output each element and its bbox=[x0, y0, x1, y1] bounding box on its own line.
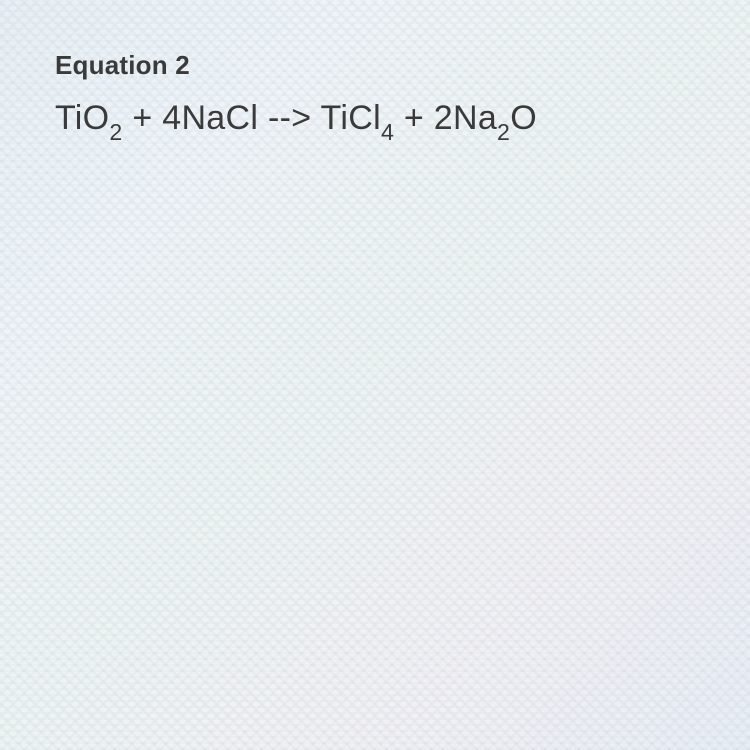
reaction-arrow: --> bbox=[268, 99, 311, 137]
element-symbol: O bbox=[510, 99, 537, 137]
element-symbol: Na bbox=[453, 99, 497, 137]
element-symbol: O bbox=[83, 99, 110, 137]
subscript: 2 bbox=[497, 119, 510, 145]
subscript: 4 bbox=[381, 119, 394, 145]
coefficient: 4 bbox=[162, 99, 181, 137]
element-symbol: Na bbox=[181, 99, 225, 137]
element-symbol: Cl bbox=[348, 99, 381, 137]
plus-operator: + bbox=[404, 99, 424, 137]
element-symbol: Cl bbox=[226, 99, 259, 137]
coefficient: 2 bbox=[434, 99, 453, 137]
equation-term: 2Na2O bbox=[434, 99, 537, 137]
element-symbol: Ti bbox=[55, 99, 83, 137]
plus-operator: + bbox=[132, 99, 152, 137]
subscript: 2 bbox=[109, 119, 122, 145]
equation-term: TiO2 bbox=[55, 99, 123, 137]
chemical-equation: TiO2 + 4NaCl --> TiCl4 + 2Na2O bbox=[55, 99, 700, 143]
document-content: Equation 2 TiO2 + 4NaCl --> TiCl4 + 2Na2… bbox=[0, 0, 750, 143]
element-symbol: Ti bbox=[321, 99, 349, 137]
equation-heading: Equation 2 bbox=[55, 50, 700, 81]
equation-term: 4NaCl bbox=[162, 99, 258, 137]
equation-term: TiCl4 bbox=[321, 99, 395, 137]
